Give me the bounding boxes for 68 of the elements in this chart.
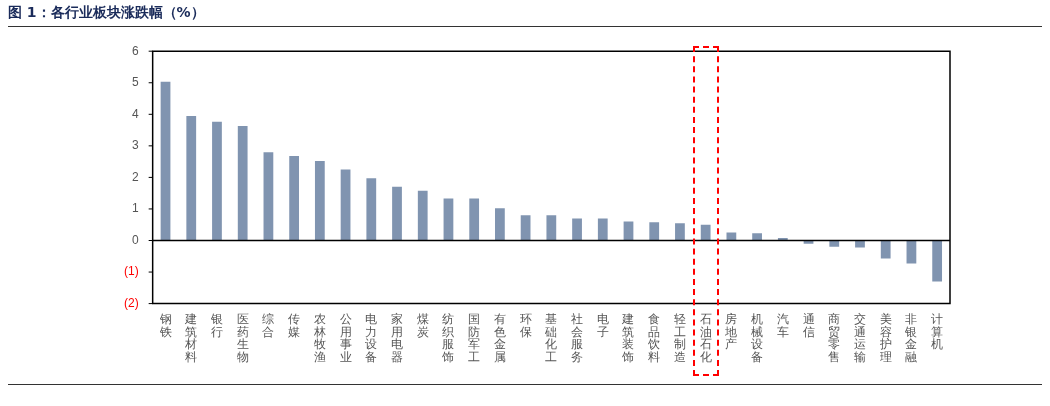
bar bbox=[392, 186, 402, 241]
bar bbox=[700, 224, 711, 241]
y-tick-label: 0 bbox=[131, 232, 139, 247]
x-tick-label: 商贸零售 bbox=[828, 312, 841, 364]
bar bbox=[546, 215, 557, 241]
bar bbox=[906, 240, 917, 264]
bar bbox=[417, 190, 428, 241]
x-tick-label: 社会服务 bbox=[571, 312, 584, 364]
x-tick-label: 机械设备 bbox=[751, 312, 764, 364]
bar bbox=[186, 115, 197, 241]
y-tick-label: 6 bbox=[131, 43, 139, 58]
bar bbox=[469, 198, 480, 241]
x-tick-label: 基础化工 bbox=[544, 312, 558, 364]
bar bbox=[314, 160, 325, 241]
x-tick-label: 房地产 bbox=[724, 312, 738, 352]
bar bbox=[829, 240, 840, 247]
y-tick-label: 1 bbox=[131, 201, 139, 216]
x-tick-label: 计算机 bbox=[931, 312, 944, 352]
y-tick-label: (1) bbox=[123, 264, 139, 279]
bar bbox=[880, 240, 891, 259]
x-tick-label: 家用电器 bbox=[391, 312, 404, 364]
x-tick-label: 石油石化 bbox=[699, 312, 712, 364]
bar bbox=[160, 81, 171, 241]
bar bbox=[649, 222, 660, 241]
x-tick-label: 传媒 bbox=[288, 312, 301, 339]
x-tick-label: 通信 bbox=[802, 312, 815, 339]
bar bbox=[726, 232, 737, 241]
x-tick-label: 汽车 bbox=[776, 312, 789, 339]
bar bbox=[675, 223, 685, 241]
x-tick-label: 美容护理 bbox=[878, 312, 892, 364]
bar bbox=[932, 240, 943, 282]
x-tick-label: 建筑装饰 bbox=[621, 312, 635, 364]
x-tick-label: 纺织服饰 bbox=[441, 312, 455, 364]
chart-title: 图 1：各行业板块涨跌幅（%） bbox=[8, 4, 1042, 27]
x-tick-label: 建筑材料 bbox=[184, 312, 198, 364]
x-tick-label: 医药生物 bbox=[236, 312, 249, 364]
y-tick-label: (2) bbox=[123, 295, 139, 310]
x-tick-label: 环保 bbox=[519, 312, 532, 339]
bar bbox=[495, 208, 505, 241]
x-tick-label: 电子 bbox=[596, 312, 609, 339]
y-tick-label: 5 bbox=[131, 75, 139, 90]
bar bbox=[366, 178, 377, 241]
x-tick-label: 煤炭 bbox=[416, 312, 429, 339]
x-tick-label: 农林牧渔 bbox=[312, 312, 326, 364]
bar bbox=[520, 215, 531, 241]
x-tick-label: 电力设备 bbox=[365, 312, 378, 364]
bar bbox=[263, 152, 274, 241]
y-tick-label: 3 bbox=[131, 138, 139, 153]
x-tick-label: 轻工制造 bbox=[673, 312, 686, 364]
bar bbox=[212, 121, 222, 241]
bar bbox=[340, 169, 351, 241]
x-tick-label: 银行 bbox=[209, 312, 223, 339]
bar bbox=[597, 218, 608, 241]
x-tick-label: 钢铁 bbox=[158, 312, 172, 339]
x-tick-label: 国防军工 bbox=[468, 312, 481, 364]
x-tick-label: 公用事业 bbox=[339, 312, 352, 364]
y-tick-label: 2 bbox=[131, 169, 139, 184]
x-tick-label: 食品饮料 bbox=[647, 312, 661, 364]
bar bbox=[289, 155, 300, 241]
bar bbox=[443, 198, 454, 241]
bar bbox=[237, 125, 248, 241]
x-tick-label: 交通运输 bbox=[853, 312, 866, 364]
x-tick-label: 有色金属 bbox=[493, 312, 506, 364]
y-tick-label: 4 bbox=[131, 106, 139, 121]
bar bbox=[752, 233, 762, 241]
x-tick-label: 综合 bbox=[262, 312, 275, 339]
bar bbox=[572, 218, 582, 241]
x-tick-label: 非银金融 bbox=[904, 312, 918, 364]
